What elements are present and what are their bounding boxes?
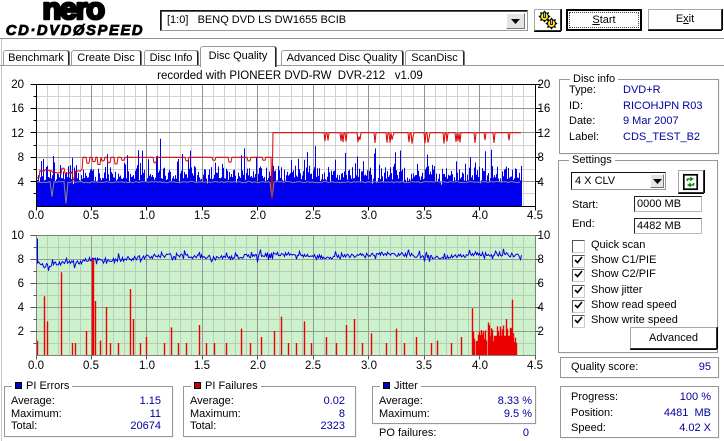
svg-text:0.5: 0.5 xyxy=(83,360,99,372)
svg-text:1.0: 1.0 xyxy=(139,360,155,372)
svg-text:16: 16 xyxy=(538,103,551,115)
svg-text:1.0: 1.0 xyxy=(139,210,155,222)
svg-text:3.5: 3.5 xyxy=(416,360,432,372)
svg-text:2.5: 2.5 xyxy=(305,360,321,372)
svg-text:recorded with PIONEER DVD-RW: recorded with PIONEER DVD-RW DVR-212 v1.… xyxy=(157,70,423,82)
svg-text:12: 12 xyxy=(538,128,551,140)
svg-text:3.5: 3.5 xyxy=(416,210,432,222)
svg-text:4: 4 xyxy=(538,302,545,314)
svg-text:3.0: 3.0 xyxy=(361,210,377,222)
svg-text:2.0: 2.0 xyxy=(250,360,266,372)
svg-text:4.0: 4.0 xyxy=(472,210,488,222)
svg-text:10: 10 xyxy=(11,230,24,242)
svg-text:4.5: 4.5 xyxy=(527,210,543,222)
svg-text:3.0: 3.0 xyxy=(361,360,377,372)
svg-text:6: 6 xyxy=(18,278,24,290)
svg-text:8: 8 xyxy=(18,152,24,164)
svg-text:8: 8 xyxy=(538,254,544,266)
svg-text:4: 4 xyxy=(18,302,25,314)
svg-text:1.5: 1.5 xyxy=(194,360,210,372)
svg-text:0.0: 0.0 xyxy=(28,360,44,372)
svg-text:4.0: 4.0 xyxy=(472,360,488,372)
svg-text:2: 2 xyxy=(538,326,544,338)
svg-text:nero: nero xyxy=(42,0,104,26)
svg-text:CD·DVDØSPEED: CD·DVDØSPEED xyxy=(6,23,144,39)
svg-text:8: 8 xyxy=(538,152,544,164)
svg-text:2.5: 2.5 xyxy=(305,210,321,222)
svg-text:12: 12 xyxy=(11,128,24,140)
svg-text:6: 6 xyxy=(538,278,544,290)
svg-text:4: 4 xyxy=(538,177,545,189)
svg-text:0.5: 0.5 xyxy=(83,210,99,222)
svg-text:0.0: 0.0 xyxy=(28,210,44,222)
svg-text:10: 10 xyxy=(538,230,551,242)
svg-text:1.5: 1.5 xyxy=(194,210,210,222)
svg-text:4: 4 xyxy=(18,177,25,189)
svg-text:20: 20 xyxy=(11,79,24,91)
svg-text:2.0: 2.0 xyxy=(250,210,266,222)
svg-text:8: 8 xyxy=(18,254,24,266)
svg-text:20: 20 xyxy=(538,79,551,91)
svg-text:16: 16 xyxy=(11,103,24,115)
svg-text:2: 2 xyxy=(18,326,24,338)
svg-text:4.5: 4.5 xyxy=(527,360,543,372)
